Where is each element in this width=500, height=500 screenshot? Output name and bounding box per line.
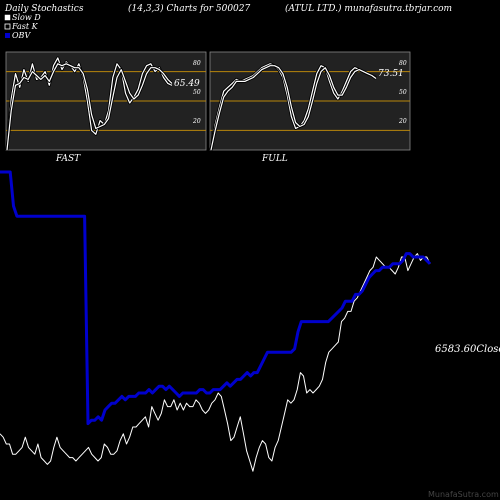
full-tick-20: 20 xyxy=(398,118,407,125)
legend-swatch-slow-d xyxy=(4,14,11,21)
legend-label-fast-k: Fast K xyxy=(11,22,39,31)
fast-panel-label: FAST xyxy=(55,154,81,164)
watermark: MunafaSutra.com xyxy=(428,490,499,499)
obv-line xyxy=(0,170,432,426)
full-tick-50: 50 xyxy=(399,89,407,96)
full-tick-80: 80 xyxy=(399,60,407,67)
legend-swatch-fast-k xyxy=(4,23,11,30)
price-obv-panel xyxy=(0,170,432,472)
legend-label-obv: OBV xyxy=(12,31,31,40)
fast-series-2 xyxy=(6,63,173,151)
header-left: Daily Stochastics xyxy=(4,4,84,14)
header-right: (ATUL LTD.) munafasutra.tbrjar.com xyxy=(285,3,452,14)
fast-last-value: 65.49 xyxy=(174,79,200,89)
fast-tick-50: 50 xyxy=(193,89,201,96)
full-last-value: 73.51 xyxy=(378,69,404,79)
fast-stochastic-panel: 80 50 20 65.49 FAST xyxy=(5,51,207,164)
close-value-label: 6583.60Close xyxy=(435,344,500,355)
full-panel-label: FULL xyxy=(261,154,288,164)
full-stochastic-panel: 80 50 20 73.51 FULL xyxy=(209,51,411,164)
fast-tick-80: 80 xyxy=(193,60,201,67)
fast-tick-20: 20 xyxy=(192,118,201,125)
legend-swatch-obv xyxy=(5,33,10,38)
header-center: (14,3,3) Charts for 500027 xyxy=(128,3,250,14)
legend: Slow D Fast K OBV xyxy=(4,13,41,40)
full-series-2 xyxy=(210,65,377,151)
legend-label-slow-d: Slow D xyxy=(12,13,41,22)
